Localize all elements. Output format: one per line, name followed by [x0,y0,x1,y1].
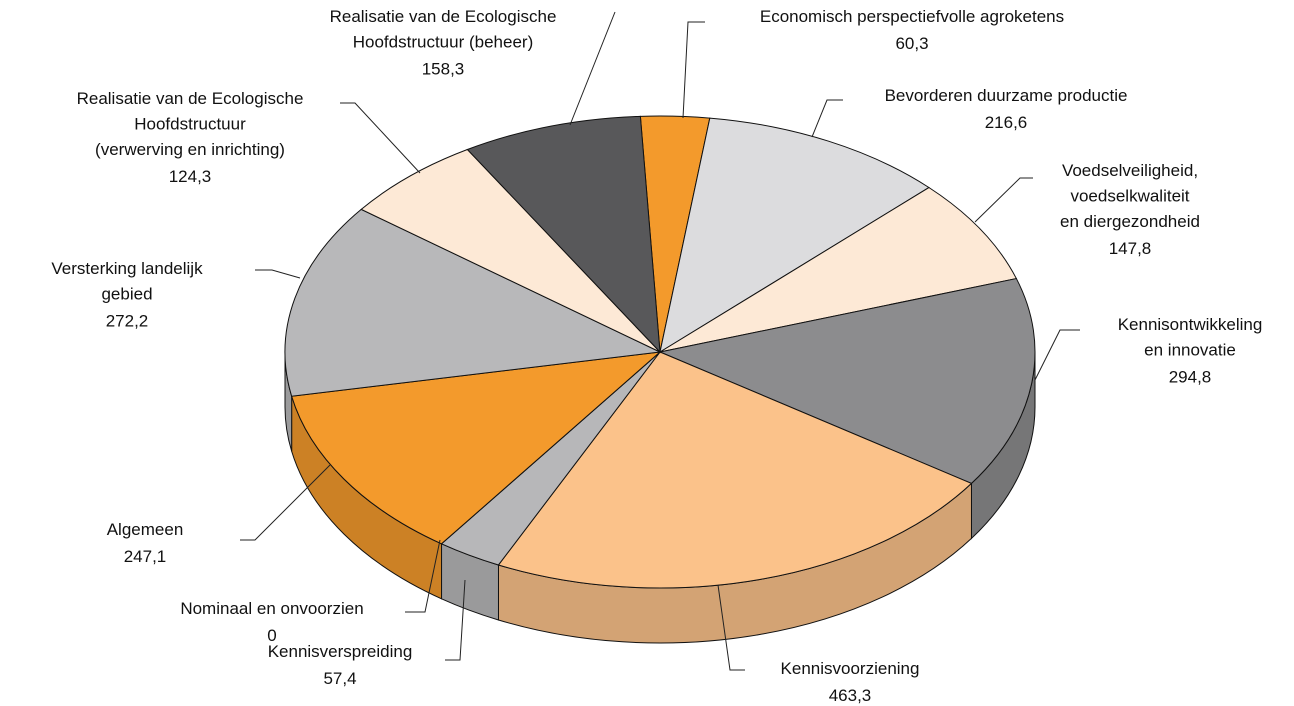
value-label: 60,3 [895,34,928,53]
slice-label: Realisatie van de Ecologische Hoofdstruct… [77,89,304,159]
slice-label: Kennisverspreiding [268,642,413,661]
slice [466,115,661,354]
slice [659,186,1018,353]
slice-label: Kennisontwikkeling en innovatie [1118,315,1263,360]
slice-label: Nominaal en onvoorzien [180,599,363,618]
slice [659,117,930,354]
leader-line [569,11,616,126]
leader-line [1034,329,1080,381]
slice-label: Algemeen [107,520,184,539]
slice [658,277,1036,485]
slice-label: Bevorderen duurzame productie [885,86,1128,105]
value-label: 124,3 [169,167,212,186]
value-label: 294,8 [1169,367,1212,386]
leader-line [340,102,421,174]
slice-label: Realisatie van de Ecologische Hoofdstruct… [330,7,557,52]
slice-label: Kennisvoorziening [781,659,920,678]
value-label: 147,8 [1109,239,1152,258]
slice-label: Versterking landelijk gebied [51,259,203,304]
slice [284,208,662,397]
value-label: 57,4 [323,669,356,688]
value-label: 158,3 [422,59,465,78]
value-label: 463,3 [829,686,872,705]
leader-line [811,99,843,138]
leader-line [405,539,441,613]
leader-line [240,464,331,541]
leader-line [445,579,466,661]
value-label: 0 [267,626,276,645]
leader-line [974,177,1033,223]
leader-line [682,21,705,119]
slice-label: Economisch perspectiefvolle agroketens [760,7,1064,26]
leader-line [255,269,301,279]
slice [497,351,973,589]
slice [290,351,662,545]
leader-line [717,584,745,671]
slice [360,148,661,353]
value-label: 247,1 [124,547,167,566]
value-label: 216,6 [985,113,1028,132]
slice-label: Voedselveiligheid, voedselkwaliteit en die… [1060,161,1200,231]
value-label: 272,2 [106,311,149,330]
